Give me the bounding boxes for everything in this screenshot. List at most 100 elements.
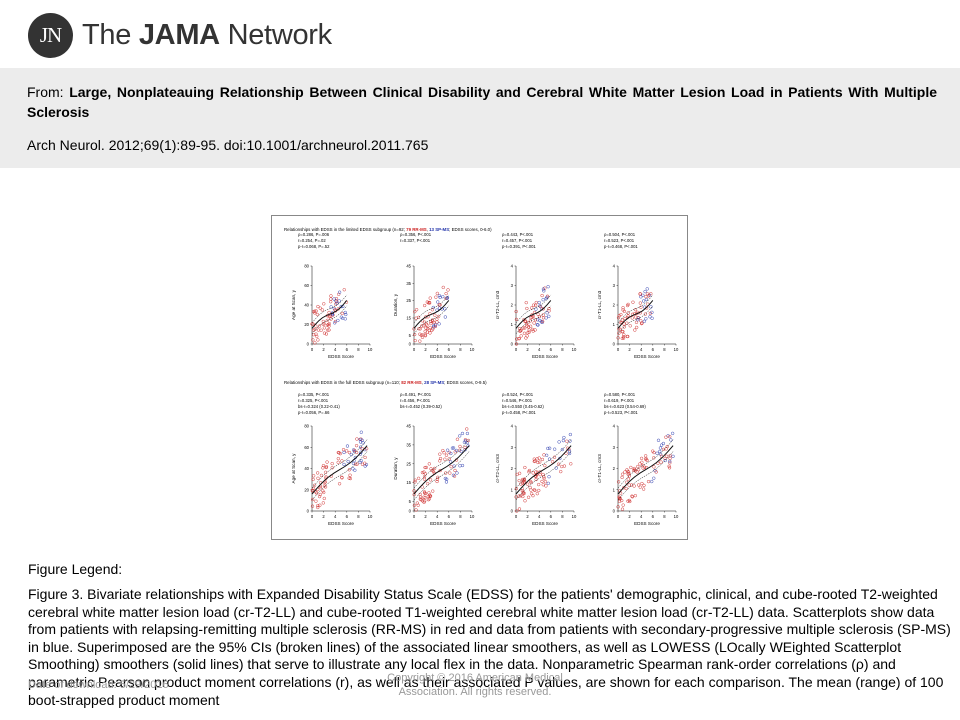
data-point bbox=[631, 300, 635, 304]
data-point bbox=[645, 292, 650, 296]
data-point bbox=[627, 474, 631, 478]
row1-header-suffix: ; EDSS scores, 0-6.0) bbox=[449, 227, 492, 232]
data-point bbox=[546, 481, 550, 485]
y-tick-label: 2 bbox=[511, 303, 514, 308]
x-tick-label: 4 bbox=[334, 514, 337, 519]
data-point bbox=[327, 322, 331, 326]
y-tick-label: 35 bbox=[406, 281, 411, 286]
y-tick-label: 60 bbox=[304, 445, 309, 450]
data-point bbox=[423, 472, 427, 476]
data-point bbox=[626, 470, 631, 474]
data-point bbox=[459, 449, 463, 454]
data-point bbox=[423, 499, 427, 503]
data-point bbox=[649, 305, 653, 309]
data-point bbox=[537, 488, 541, 493]
data-point bbox=[526, 331, 530, 335]
x-tick-label: 8 bbox=[663, 347, 666, 352]
data-point bbox=[416, 315, 421, 319]
panel-stat: ρ=0.524, P<.001 bbox=[502, 392, 534, 397]
panel-stat: bs-r=0.324 (0.22-0.41) bbox=[298, 404, 340, 409]
y-tick-label: 2 bbox=[613, 303, 616, 308]
data-point bbox=[665, 444, 669, 449]
data-point bbox=[326, 328, 330, 332]
data-point bbox=[412, 327, 416, 331]
data-point bbox=[559, 469, 563, 474]
x-tick-label: 8 bbox=[561, 347, 564, 352]
data-point bbox=[427, 491, 431, 495]
data-point bbox=[347, 450, 352, 455]
data-point bbox=[626, 477, 630, 481]
data-point bbox=[415, 308, 419, 312]
panel-stat: bs-r=0.550 (0.45-0.62) bbox=[502, 404, 544, 409]
data-point bbox=[314, 332, 318, 336]
y-tick-label: 40 bbox=[304, 466, 309, 471]
logo-suffix: Network bbox=[219, 19, 333, 51]
y-tick-label: 25 bbox=[406, 461, 411, 466]
data-point bbox=[652, 465, 656, 469]
data-point bbox=[642, 299, 646, 303]
data-point bbox=[644, 317, 648, 321]
data-point bbox=[547, 314, 551, 318]
data-point bbox=[522, 331, 527, 335]
data-point bbox=[546, 446, 550, 451]
data-point bbox=[671, 454, 675, 458]
y-tick-label: 3 bbox=[511, 283, 514, 288]
y-tick-label: 80 bbox=[304, 424, 309, 429]
x-tick-label: 6 bbox=[652, 514, 655, 519]
data-point bbox=[569, 462, 573, 466]
data-point bbox=[637, 483, 641, 487]
x-axis-title: EDSS Score bbox=[532, 521, 558, 526]
data-point bbox=[443, 457, 447, 461]
data-point bbox=[342, 288, 346, 292]
data-point bbox=[519, 494, 523, 498]
data-point bbox=[649, 292, 653, 296]
data-point bbox=[624, 486, 628, 491]
data-point bbox=[345, 449, 349, 453]
data-point bbox=[316, 328, 321, 332]
data-point bbox=[545, 453, 549, 457]
data-point bbox=[458, 434, 462, 438]
data-point bbox=[635, 470, 639, 474]
data-point bbox=[436, 300, 440, 304]
data-point bbox=[514, 495, 518, 499]
data-point bbox=[418, 327, 422, 331]
data-point bbox=[425, 323, 429, 327]
data-point bbox=[530, 327, 535, 332]
data-point bbox=[336, 460, 340, 464]
data-point bbox=[523, 465, 527, 470]
data-point bbox=[644, 454, 648, 458]
data-point bbox=[550, 460, 555, 464]
data-point bbox=[527, 328, 531, 332]
data-point bbox=[438, 295, 442, 300]
data-point bbox=[312, 333, 316, 337]
data-point bbox=[664, 454, 669, 458]
article-title[interactable]: Large, Nonplateauing Relationship Betwee… bbox=[27, 84, 937, 120]
data-point bbox=[556, 462, 561, 466]
data-point bbox=[635, 325, 639, 330]
data-point bbox=[524, 336, 528, 340]
panel-stat: p-r=0.068, P=.52 bbox=[298, 244, 330, 249]
data-point bbox=[451, 446, 456, 450]
ci-upper bbox=[617, 439, 674, 489]
data-point bbox=[428, 494, 432, 499]
data-point bbox=[650, 479, 654, 484]
data-point bbox=[438, 452, 442, 456]
x-tick-label: 0 bbox=[311, 347, 314, 352]
y-tick-label: 20 bbox=[304, 487, 309, 492]
data-point bbox=[625, 468, 629, 472]
ci-lower bbox=[413, 305, 449, 335]
data-point bbox=[329, 297, 333, 301]
data-point bbox=[435, 291, 439, 296]
x-axis-title: EDSS Score bbox=[532, 354, 558, 359]
data-point bbox=[669, 438, 673, 442]
data-point bbox=[354, 462, 358, 466]
data-point bbox=[528, 324, 533, 328]
data-point bbox=[538, 473, 542, 477]
data-point bbox=[668, 459, 672, 464]
data-point bbox=[537, 482, 541, 487]
data-point bbox=[641, 293, 645, 297]
data-point bbox=[453, 468, 457, 473]
jama-network-logo[interactable]: JN The JAMA Network bbox=[28, 13, 332, 58]
data-point bbox=[316, 338, 320, 342]
data-point bbox=[536, 312, 540, 316]
